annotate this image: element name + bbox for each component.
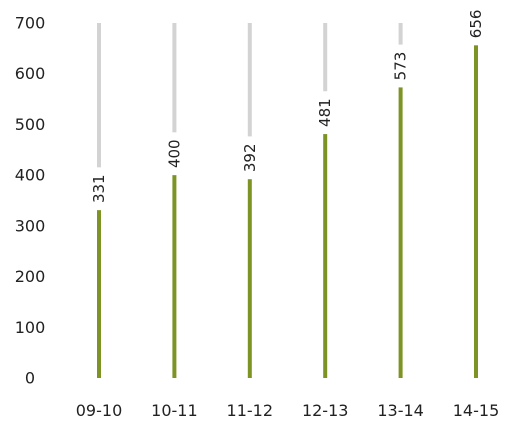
y-axis-ticks: 0 100 200 300 400 500 600 700 — [15, 14, 46, 388]
x-category-label: 10-11 — [151, 401, 198, 420]
y-tick-label: 100 — [15, 318, 46, 337]
bar — [172, 175, 177, 378]
value-label: 656 — [467, 10, 485, 39]
x-axis-categories: 09-10 10-11 11-12 12-13 13-14 14-15 — [76, 401, 500, 420]
x-category-label: 13-14 — [377, 401, 424, 420]
value-label: 392 — [241, 143, 259, 172]
y-tick-label: 200 — [15, 267, 46, 286]
bar — [323, 134, 328, 378]
value-labels: 331 400 392 481 573 656 — [90, 10, 485, 203]
value-label: 400 — [165, 139, 183, 168]
bar-track — [398, 23, 403, 45]
value-label: 331 — [90, 174, 108, 203]
bar-track — [97, 23, 101, 168]
value-label: 481 — [316, 98, 334, 127]
x-category-label: 11-12 — [227, 401, 274, 420]
bar — [474, 45, 478, 379]
y-tick-label: 0 — [25, 369, 35, 388]
value-label: 573 — [392, 52, 410, 81]
bar — [398, 87, 403, 379]
bar — [247, 179, 252, 378]
x-category-label: 12-13 — [302, 401, 349, 420]
bar-track — [247, 23, 252, 137]
bar — [97, 210, 101, 378]
y-tick-label: 500 — [15, 115, 46, 134]
background-tracks — [97, 23, 403, 168]
bars — [97, 45, 478, 379]
bar-track — [172, 23, 177, 133]
y-tick-label: 400 — [15, 166, 46, 185]
x-category-label: 14-15 — [453, 401, 500, 420]
y-tick-label: 600 — [15, 64, 46, 83]
y-tick-label: 700 — [15, 14, 46, 33]
bar-track — [323, 23, 328, 92]
y-tick-label: 300 — [15, 216, 46, 235]
x-category-label: 09-10 — [76, 401, 123, 420]
